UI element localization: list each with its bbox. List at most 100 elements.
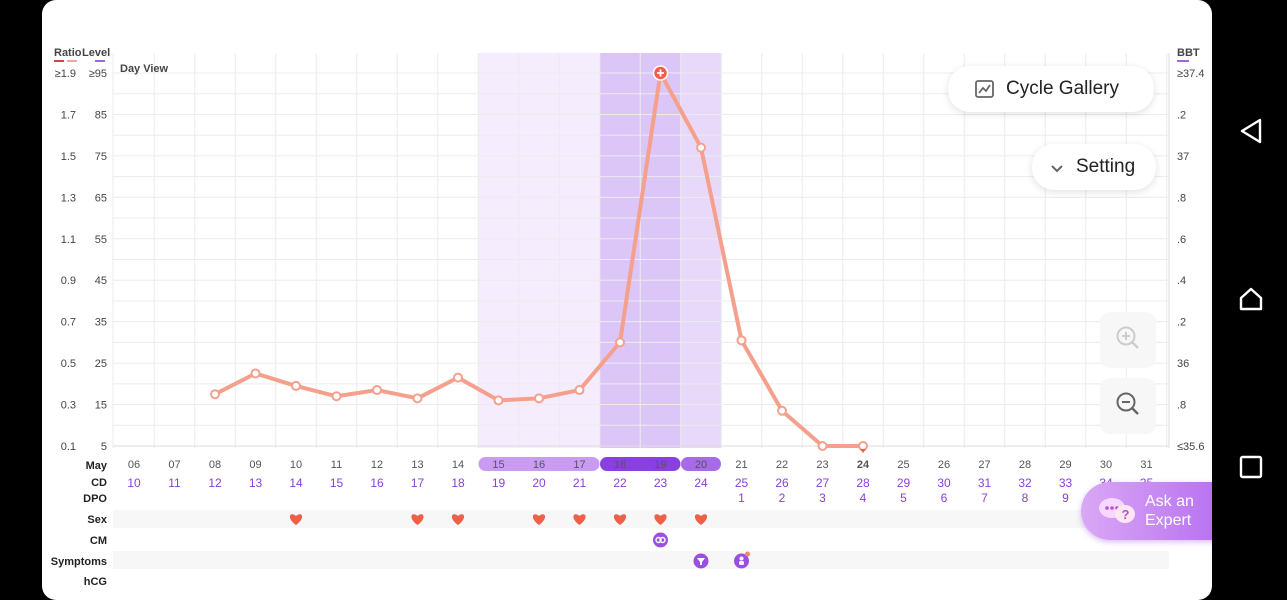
dpo-label: 9 [1062,491,1069,505]
cycle-gallery-button[interactable]: Cycle Gallery [948,66,1154,112]
dpo-label: 4 [860,491,867,505]
level-tick: 85 [95,109,107,121]
day-label: 08 [209,459,221,471]
bbt-tick: 36 [1177,358,1189,370]
level-tick: 75 [95,151,107,163]
ratio-tick: ≥1.9 [55,68,76,80]
data-point [858,441,868,451]
ratio-legend-label: Ratio [54,47,82,59]
row-label-cm: CM [90,535,107,547]
cycle-gallery-label: Cycle Gallery [1006,78,1119,99]
today-marker [860,449,866,453]
cd-label: 14 [289,476,303,490]
day-label: 24 [857,459,870,471]
gallery-chart-icon [974,78,996,100]
day-label: 14 [452,459,464,471]
post-date-pill [681,457,721,471]
day-label: 25 [897,459,909,471]
home-icon [1239,287,1263,311]
zoom-in-button[interactable] [1100,312,1156,368]
chat-bubbles-icon: ? [1097,494,1137,528]
row-label-month: May [86,460,108,472]
day-label: 20 [695,459,707,471]
day-label: 09 [249,459,261,471]
level-tick: 15 [95,400,107,412]
cd-label: 18 [451,476,465,490]
home-button[interactable] [1234,282,1268,316]
recents-button[interactable] [1234,450,1268,484]
cd-label: 26 [775,476,789,490]
ratio-tick: 0.9 [61,275,76,287]
chevron-down-icon [1050,160,1064,174]
ratio-tick: 1.3 [61,192,76,204]
bbt-tick: .4 [1177,275,1186,287]
app-screen: Ratio Level BBT Day View ≥1.9 1.7 1.5 1.3 1.1 0.… [42,0,1212,600]
row-stripe [113,510,1169,528]
cd-label: 13 [249,476,263,490]
fertile-band [559,53,600,448]
cd-label: 30 [937,476,951,490]
back-button[interactable] [1234,114,1268,148]
heart-icon [411,514,424,525]
day-view-label: Day View [120,63,169,75]
level-tick: 45 [95,275,107,287]
setting-button[interactable]: Setting [1032,144,1156,190]
day-label: 19 [654,459,666,471]
ratio-tick: 0.3 [61,400,76,412]
heart-icon [532,514,546,525]
fertility-chart: Ratio Level BBT Day View ≥1.9 1.7 1.5 1.3 1.1 0.… [51,47,1205,588]
fertile-band [518,53,560,448]
cd-label: 31 [978,476,992,490]
data-point [453,372,463,383]
ratio-tick: 0.5 [61,358,76,370]
ovulation-date-pill [600,457,681,471]
day-label: 26 [938,459,950,471]
day-label: 23 [816,459,828,471]
zoom-out-button[interactable] [1100,378,1156,434]
day-label: 29 [1059,459,1071,471]
data-point [331,391,342,402]
fertile-date-pill [478,457,600,471]
ratio-tick: 1.1 [61,234,76,246]
cd-label: 27 [816,476,830,490]
day-label: 18 [614,459,626,471]
data-point [534,393,544,404]
dpo-label: 6 [941,491,948,505]
bbt-tick: .2 [1177,317,1186,329]
heart-icon [289,514,303,525]
ovulation-band [640,53,681,448]
heart-icon [451,514,465,525]
cd-label: 16 [370,476,384,490]
zoom-out-icon [1115,391,1141,422]
cd-label: 21 [573,476,587,490]
data-point [736,335,747,346]
bbt-tick: .8 [1177,400,1186,412]
data-point [210,389,220,400]
ask-expert-button[interactable]: ? Ask an Expert [1081,482,1212,540]
dpo-label: 2 [779,491,786,505]
cm-glyph-right [659,536,666,544]
data-point [412,393,423,404]
svg-text:?: ? [1122,507,1130,522]
level-tick: ≥95 [89,68,107,80]
heart-icon [613,514,627,525]
day-label: 28 [1019,459,1031,471]
cd-label: 10 [127,476,141,490]
data-point [250,368,261,379]
level-tick: 5 [101,441,107,453]
data-point [493,395,504,406]
cd-label: 19 [492,476,506,490]
ratio-tick: 0.1 [61,441,76,453]
heart-icon [573,514,586,525]
cd-label: 17 [411,476,425,490]
day-label: 31 [1140,459,1152,471]
heart-icon [654,514,667,525]
row-label-hcg: hCG [84,576,107,588]
cd-label: 33 [1059,476,1073,490]
dpo-label: 1 [738,491,745,505]
cd-label: 28 [856,476,870,490]
level-tick: 25 [95,358,107,370]
day-label: 15 [492,459,504,471]
row-stripe [113,551,1169,569]
data-point [372,385,382,396]
